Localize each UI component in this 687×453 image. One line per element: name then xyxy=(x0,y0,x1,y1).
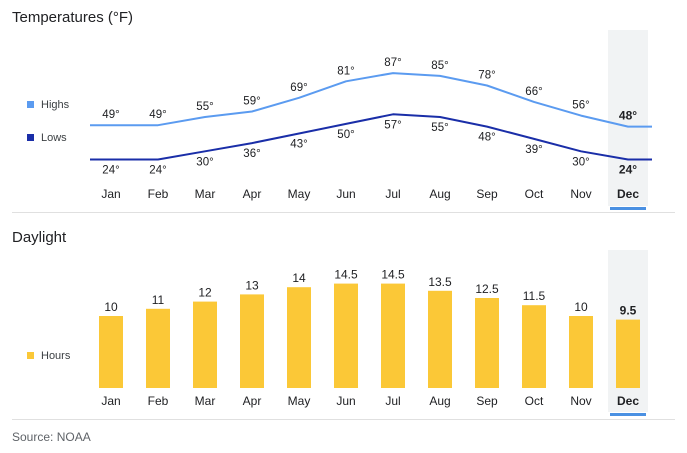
daylight-title: Daylight xyxy=(12,229,67,246)
daylight-value-label: 14.5 xyxy=(334,268,358,282)
highs-value-label: 78° xyxy=(478,69,495,81)
daylight-value-label: 11.5 xyxy=(523,289,546,303)
daylight-bar xyxy=(240,294,264,388)
temperature-month-label: Feb xyxy=(148,187,169,201)
daylight-month-label: Feb xyxy=(148,394,169,408)
highs-value-label: 55° xyxy=(196,101,213,113)
lows-value-label: 48° xyxy=(478,132,495,144)
lows-line xyxy=(90,113,652,161)
hours-legend-label: Hours xyxy=(41,350,71,362)
daylight-bar xyxy=(146,308,170,388)
daylight-month-label: Jun xyxy=(336,394,355,408)
daylight-month-label: Sep xyxy=(476,394,498,408)
selected-month-underline xyxy=(610,207,646,210)
highs-value-label: 48° xyxy=(619,109,637,123)
lows-value-label: 50° xyxy=(337,129,354,141)
daylight-month-label: May xyxy=(288,394,311,408)
daylight-bar xyxy=(193,301,217,388)
daylight-value-label: 13.5 xyxy=(428,275,452,289)
selected-month-underline xyxy=(610,413,646,416)
highs-value-label: 56° xyxy=(572,100,589,112)
daylight-bar xyxy=(334,283,358,388)
daylight-value-label: 13 xyxy=(245,278,259,292)
daylight-month-label: Apr xyxy=(243,394,262,408)
daylight-bar xyxy=(287,287,311,388)
daylight-value-label: 10 xyxy=(104,300,118,314)
highs-value-label: 49° xyxy=(102,109,119,121)
daylight-month-label: Jul xyxy=(385,394,400,408)
highs-value-label: 66° xyxy=(525,86,542,98)
daylight-bar xyxy=(522,305,546,388)
lows-value-label: 36° xyxy=(243,148,260,160)
temperature-month-label: Apr xyxy=(243,187,262,201)
highs-value-label: 59° xyxy=(243,96,260,108)
highs-legend-swatch xyxy=(27,101,34,108)
highs-value-label: 49° xyxy=(149,109,166,121)
highs-line xyxy=(90,72,652,128)
lows-legend-swatch xyxy=(27,134,34,141)
highs-legend-label: Highs xyxy=(41,99,70,111)
temperatures-title: Temperatures (°F) xyxy=(12,9,134,26)
temperature-month-label: Mar xyxy=(195,187,216,201)
temperature-month-label: Jul xyxy=(385,187,400,201)
daylight-bar xyxy=(99,316,123,388)
daylight-value-label: 11 xyxy=(152,293,165,307)
highs-value-label: 81° xyxy=(337,65,354,77)
lows-legend-label: Lows xyxy=(41,132,67,144)
daylight-month-label: Dec xyxy=(617,394,639,408)
daylight-bar xyxy=(428,290,452,388)
temperature-month-label: Sep xyxy=(476,187,498,201)
temperature-month-label: Jun xyxy=(336,187,355,201)
lows-value-label: 24° xyxy=(102,165,119,177)
daylight-month-label: Mar xyxy=(195,394,216,408)
highs-value-label: 87° xyxy=(384,57,401,69)
temperature-month-label: Nov xyxy=(570,187,591,201)
daylight-month-label: Nov xyxy=(570,394,591,408)
selected-column-highlight xyxy=(608,30,648,206)
daylight-value-label: 14.5 xyxy=(381,268,405,282)
lows-value-label: 30° xyxy=(196,156,213,168)
lows-value-label: 24° xyxy=(149,165,166,177)
daylight-month-label: Aug xyxy=(429,394,450,408)
temperature-month-label: Oct xyxy=(525,187,544,201)
daylight-month-label: Jan xyxy=(101,394,120,408)
daylight-bar xyxy=(475,298,499,388)
lows-value-label: 24° xyxy=(619,163,637,177)
section-divider xyxy=(12,212,675,213)
daylight-bar xyxy=(569,316,593,388)
lows-value-label: 57° xyxy=(384,119,401,131)
source-note: Source: NOAA xyxy=(12,430,91,444)
temperature-month-label: Dec xyxy=(617,187,639,201)
highs-value-label: 69° xyxy=(290,82,307,94)
lows-value-label: 55° xyxy=(431,122,448,134)
temperature-month-label: May xyxy=(288,187,311,201)
footer-divider xyxy=(12,419,675,420)
daylight-value-label: 9.5 xyxy=(620,304,637,318)
daylight-month-label: Oct xyxy=(525,394,544,408)
daylight-value-label: 12 xyxy=(198,286,212,300)
daylight-bar xyxy=(616,319,640,388)
hours-legend-swatch xyxy=(27,352,34,359)
daylight-value-label: 14 xyxy=(292,271,306,285)
highs-value-label: 85° xyxy=(431,60,448,72)
lows-value-label: 30° xyxy=(572,156,589,168)
daylight-value-label: 10 xyxy=(574,300,588,314)
daylight-bar xyxy=(381,283,405,388)
temperature-month-label: Jan xyxy=(101,187,120,201)
lows-value-label: 39° xyxy=(525,144,542,156)
lows-value-label: 43° xyxy=(290,138,307,150)
daylight-value-label: 12.5 xyxy=(475,282,499,296)
temperature-month-label: Aug xyxy=(429,187,450,201)
